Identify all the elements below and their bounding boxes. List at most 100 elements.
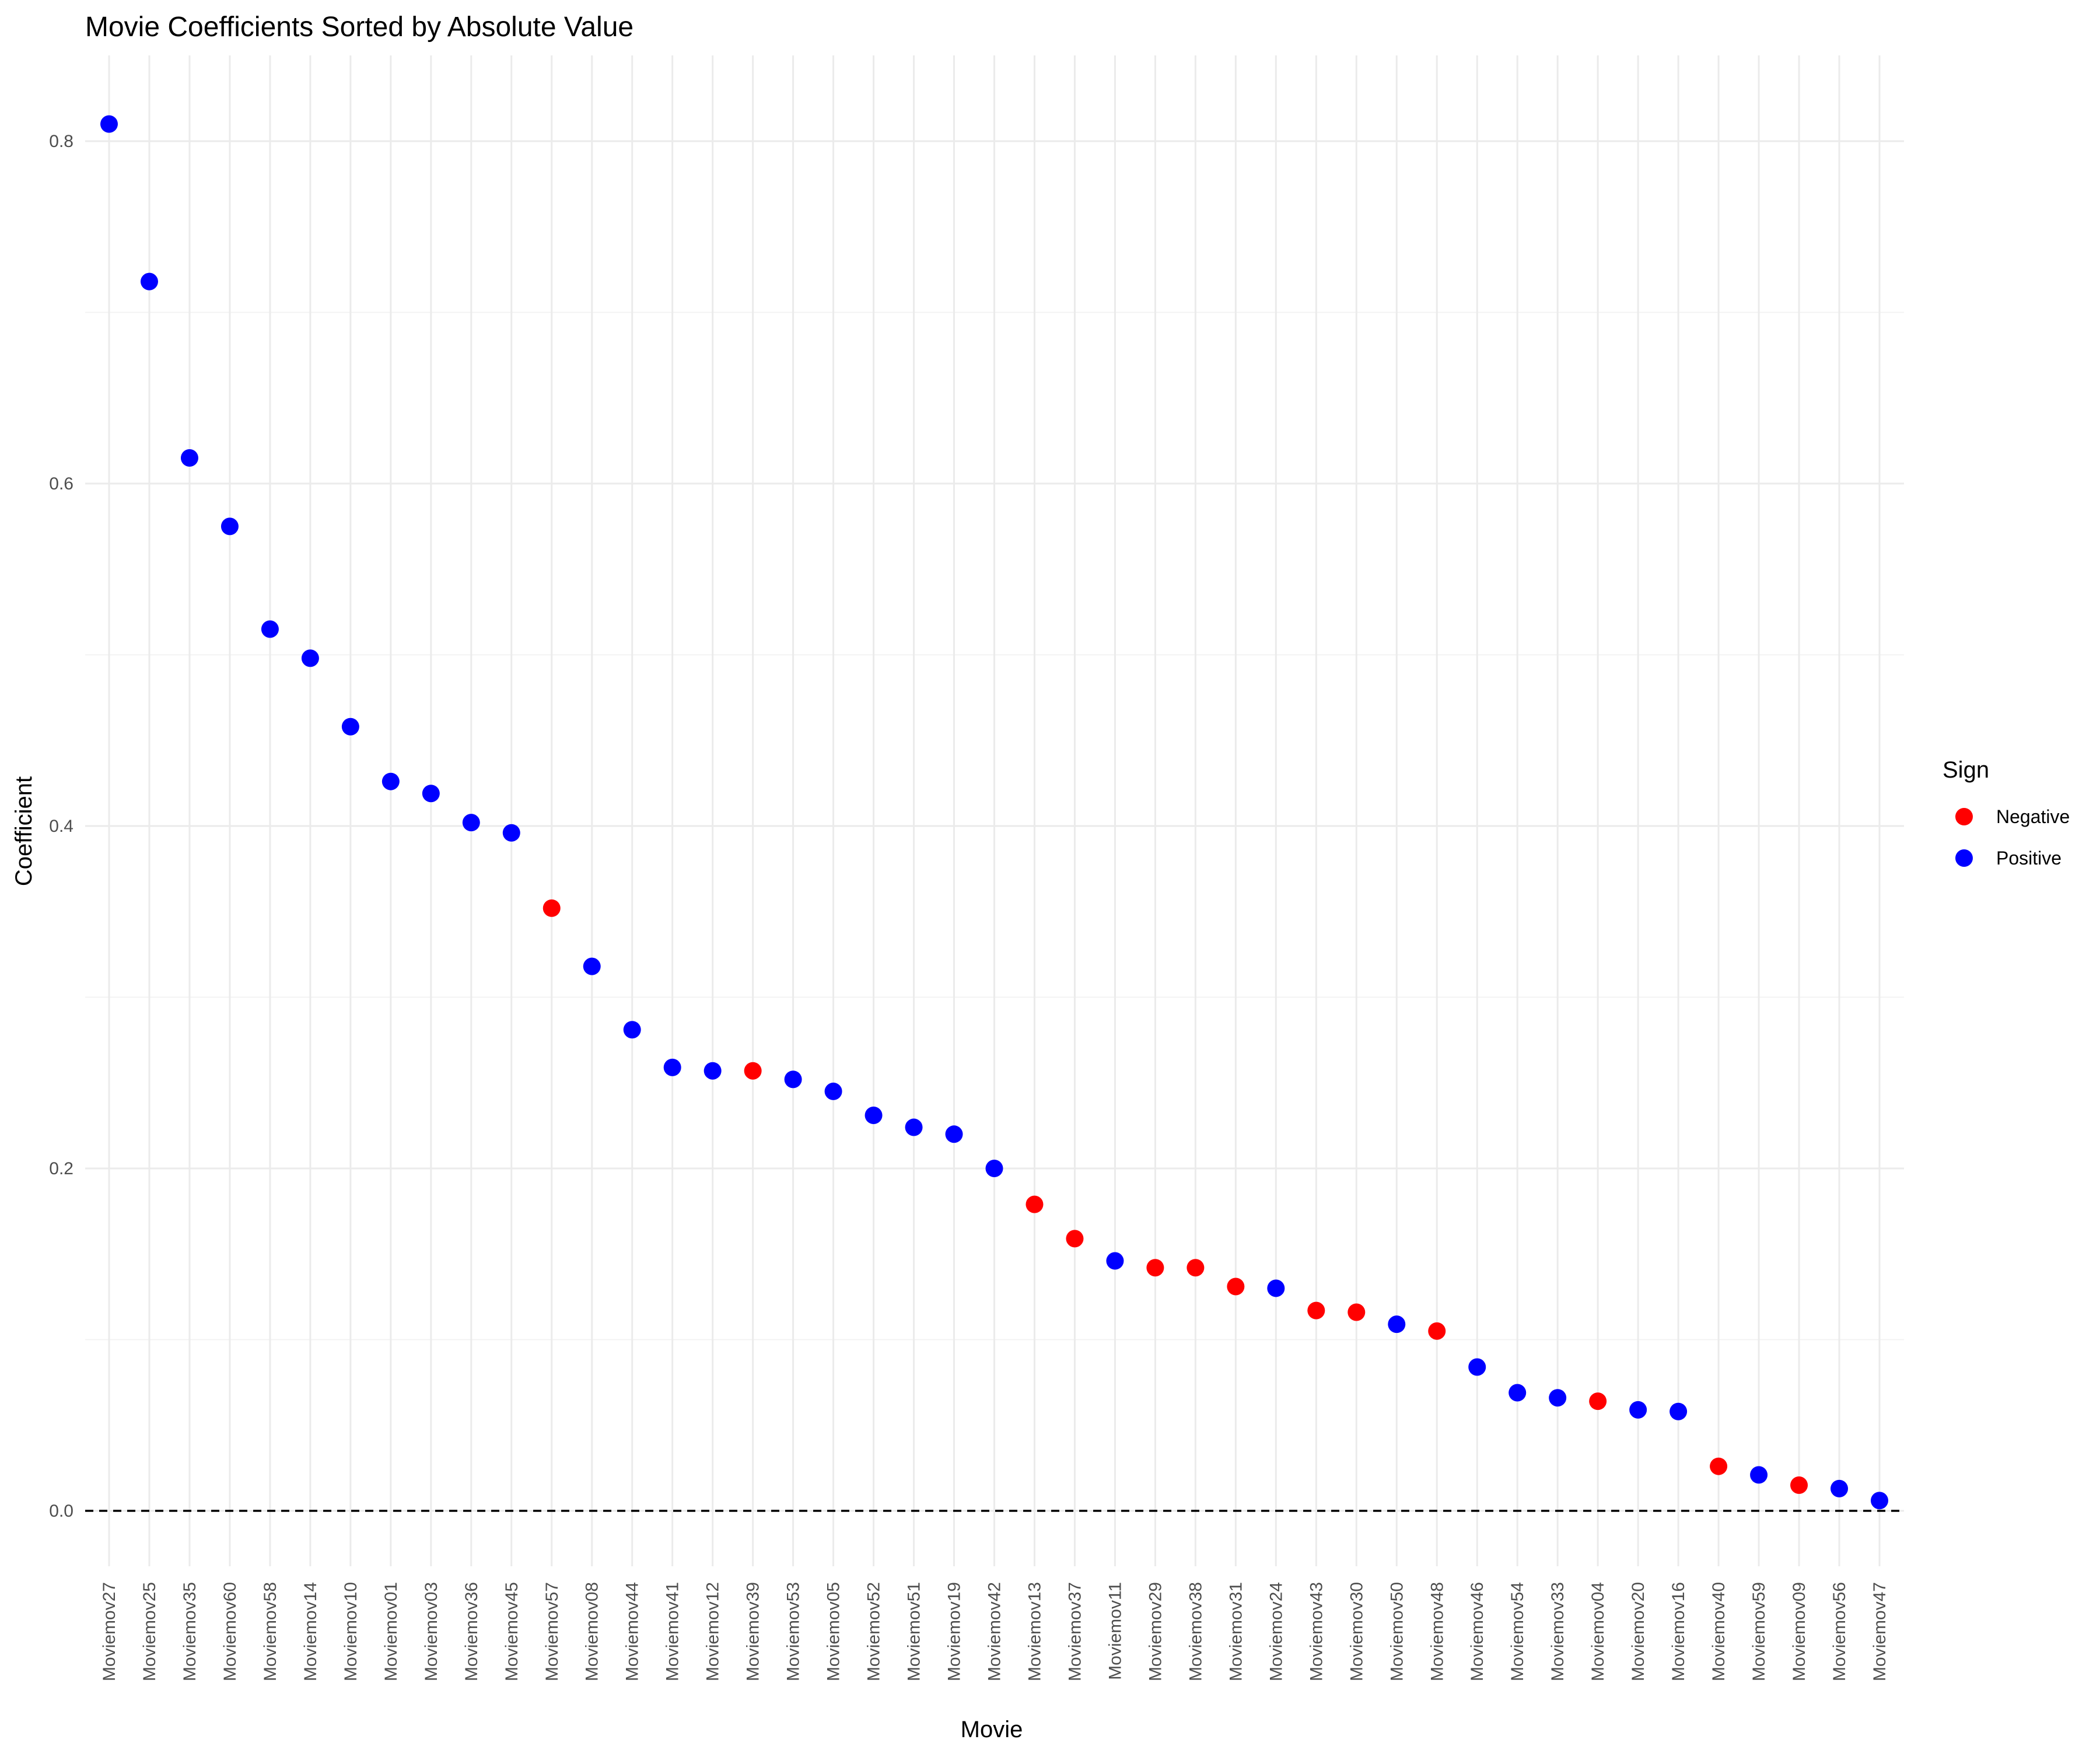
x-tick-label: Moviemov47	[1870, 1582, 1889, 1681]
data-point-positive	[985, 1160, 1003, 1177]
x-tick-label: Moviemov31	[1226, 1582, 1245, 1681]
data-point-negative	[1589, 1392, 1607, 1410]
x-tick-label: Moviemov58	[261, 1582, 280, 1681]
x-tick-label: Moviemov04	[1588, 1582, 1608, 1681]
x-axis-tick-labels: Moviemov27 Moviemov25 Moviemov35 Moviemov60…	[100, 1582, 1889, 1681]
data-point-positive	[864, 1107, 883, 1125]
x-tick-label: Moviemov27	[100, 1582, 119, 1681]
data-point-positive	[220, 517, 239, 536]
data-point-positive	[1388, 1315, 1406, 1334]
x-tick-label: Moviemov60	[220, 1582, 240, 1681]
x-tick-label: Moviemov16	[1669, 1582, 1688, 1681]
data-point-positive	[301, 649, 319, 667]
data-point-negative	[1066, 1230, 1084, 1248]
x-tick-label: Moviemov24	[1266, 1582, 1286, 1681]
x-tick-label: Moviemov14	[301, 1582, 320, 1681]
data-point-negative	[1710, 1457, 1728, 1475]
data-point-positive	[140, 272, 158, 290]
x-tick-label: Moviemov10	[341, 1582, 360, 1681]
y-tick-label: 0.6	[49, 474, 74, 494]
data-point-positive	[583, 957, 601, 975]
x-tick-label: Moviemov44	[623, 1582, 642, 1681]
data-point-positive	[1549, 1389, 1567, 1407]
x-tick-label: Moviemov08	[583, 1582, 602, 1681]
data-point-positive	[1629, 1401, 1647, 1419]
legend-label-negative: Negative	[1996, 806, 2070, 827]
data-point-positive	[784, 1070, 802, 1088]
x-tick-label: Moviemov33	[1548, 1582, 1567, 1681]
data-point-negative	[542, 899, 561, 917]
data-point-negative	[1790, 1476, 1808, 1494]
x-tick-label: Moviemov37	[1065, 1582, 1084, 1681]
x-tick-label: Moviemov52	[864, 1582, 884, 1681]
x-tick-label: Moviemov42	[985, 1582, 1005, 1681]
data-point-negative	[1186, 1259, 1205, 1277]
x-tick-label: Moviemov25	[140, 1582, 159, 1681]
data-point-positive	[1871, 1492, 1888, 1510]
x-tick-label: Moviemov19	[945, 1582, 964, 1681]
y-tick-label: 0.4	[49, 817, 74, 836]
data-point-negative	[1227, 1278, 1245, 1296]
x-tick-label: Moviemov01	[382, 1582, 401, 1681]
x-tick-label: Moviemov12	[704, 1582, 723, 1681]
data-point-negative	[1307, 1301, 1325, 1320]
data-point-negative	[744, 1062, 762, 1080]
data-point-positive	[502, 824, 520, 842]
x-tick-label: Moviemov05	[824, 1582, 844, 1681]
data-point-positive	[663, 1058, 681, 1076]
x-tick-label: Moviemov29	[1146, 1582, 1165, 1681]
x-tick-label: Moviemov20	[1629, 1582, 1648, 1681]
data-point-negative	[1428, 1322, 1446, 1340]
legend-key-positive	[1955, 849, 1973, 867]
data-point-positive	[1106, 1252, 1124, 1270]
x-tick-label: Moviemov59	[1749, 1582, 1769, 1681]
x-tick-label: Moviemov09	[1790, 1582, 1809, 1681]
y-tick-label: 0.8	[49, 132, 74, 151]
chart-title: Movie Coefficients Sorted by Absolute Va…	[85, 12, 634, 43]
x-tick-label: Moviemov11	[1105, 1582, 1125, 1680]
data-point-positive	[382, 772, 400, 790]
data-point-positive	[422, 785, 440, 803]
x-axis-title: Movie	[961, 1717, 1023, 1742]
legend-label-positive: Positive	[1996, 848, 2062, 869]
x-tick-label: Moviemov36	[462, 1582, 481, 1681]
data-point-positive	[905, 1118, 923, 1136]
legend-entries: Negative Positive	[1955, 806, 2070, 869]
data-point-positive	[1831, 1479, 1849, 1497]
x-tick-label: Moviemov56	[1830, 1582, 1849, 1681]
data-point-positive	[1670, 1402, 1688, 1420]
data-point-positive	[1508, 1384, 1527, 1402]
x-tick-label: Moviemov41	[663, 1582, 682, 1681]
x-tick-label: Moviemov38	[1186, 1582, 1205, 1681]
data-point-positive	[341, 718, 359, 736]
data-point-positive	[704, 1062, 722, 1080]
data-point-positive	[1750, 1466, 1768, 1484]
data-point-positive	[1468, 1358, 1486, 1376]
data-point-positive	[945, 1125, 963, 1143]
data-point-positive	[824, 1082, 842, 1100]
x-tick-label: Moviemov13	[1025, 1582, 1044, 1681]
x-tick-label: Moviemov30	[1347, 1582, 1366, 1681]
x-tick-label: Moviemov57	[542, 1582, 562, 1681]
x-tick-label: Moviemov46	[1468, 1582, 1487, 1681]
grid-lines	[85, 55, 1904, 1566]
x-tick-label: Moviemov48	[1427, 1582, 1447, 1681]
data-point-negative	[1026, 1195, 1044, 1213]
x-tick-label: Moviemov45	[502, 1582, 522, 1681]
x-tick-label: Moviemov39	[744, 1582, 763, 1681]
legend: Sign Negative Positive	[1943, 757, 2070, 869]
legend-title: Sign	[1943, 757, 1989, 783]
x-tick-label: Moviemov43	[1307, 1582, 1326, 1681]
data-point-positive	[462, 814, 480, 832]
x-tick-label: Moviemov51	[905, 1582, 924, 1681]
data-points	[100, 115, 1888, 1510]
y-axis-tick-labels: 0.0 0.2 0.4 0.6 0.8	[49, 132, 74, 1521]
legend-key-negative	[1955, 808, 1973, 825]
x-tick-label: Moviemov54	[1508, 1582, 1527, 1681]
y-tick-label: 0.2	[49, 1159, 74, 1178]
x-tick-label: Moviemov40	[1709, 1582, 1728, 1681]
data-point-negative	[1348, 1303, 1366, 1321]
data-point-positive	[100, 115, 118, 133]
y-tick-label: 0.0	[49, 1502, 74, 1521]
